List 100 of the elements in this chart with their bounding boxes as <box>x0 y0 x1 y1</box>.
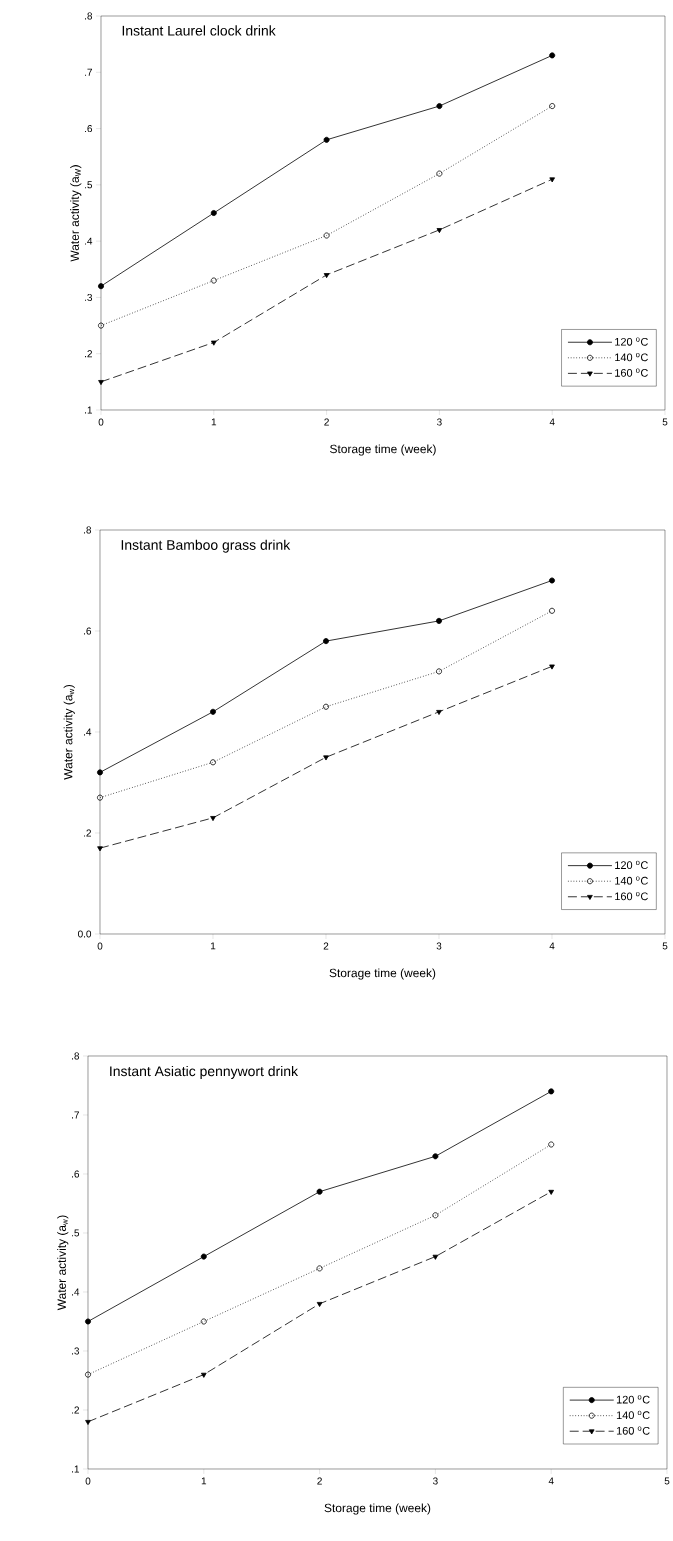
point <box>548 577 555 584</box>
x-tick-label: 2 <box>324 418 329 426</box>
point <box>436 170 443 177</box>
point <box>549 52 556 59</box>
point <box>85 1419 91 1425</box>
point <box>210 210 217 216</box>
y-tick-label: .8 <box>85 12 93 20</box>
y-tick-label: .6 <box>85 125 93 133</box>
point <box>549 664 555 670</box>
x-tick-label: 4 <box>548 1477 554 1485</box>
point <box>209 708 216 715</box>
legend-label: 160 $^{o}$C <box>615 891 648 901</box>
point <box>432 1153 439 1160</box>
x-axis-title: Storage time (week) <box>324 1503 431 1515</box>
point <box>435 617 442 624</box>
y-tick-label: .8 <box>72 1052 80 1060</box>
text: Instant Laurel clock drink <box>122 25 276 36</box>
point <box>548 607 555 614</box>
y-tick-label: .3 <box>85 293 93 301</box>
y-tick-label: .4 <box>72 1288 80 1296</box>
legend-label: 160 $^{o}$C <box>616 1426 650 1435</box>
y-tick-label: .3 <box>72 1347 80 1355</box>
y-tick-label: .7 <box>85 68 92 76</box>
x-tick-label: 3 <box>436 942 442 950</box>
legend-label: 140 $^{o}$C <box>615 876 648 885</box>
y-axis-title: Water activity (a$_{w}$) <box>63 685 75 780</box>
x-tick-label: 4 <box>549 418 555 426</box>
y-tick-label: .2 <box>84 829 91 837</box>
point <box>200 1318 207 1325</box>
legend-label: 120 $^{o}$C <box>615 860 648 870</box>
point <box>96 769 103 776</box>
point <box>548 1141 555 1148</box>
point <box>432 1254 439 1260</box>
x-axis-title: Storage time (week) <box>330 444 436 456</box>
point <box>549 177 555 183</box>
x-tick-label: 4 <box>549 942 555 950</box>
point <box>316 1265 323 1272</box>
y-tick-label: .2 <box>72 1406 79 1414</box>
y-axis-title: Water activity (a$_{W}$) <box>70 165 82 262</box>
point <box>323 232 330 239</box>
point <box>316 1301 323 1307</box>
x-tick-label: 0 <box>85 1477 91 1485</box>
legend-label: 120 $^{o}$C <box>615 337 648 346</box>
point <box>322 703 329 710</box>
point <box>436 710 442 715</box>
point <box>210 816 216 822</box>
x-tick-label: 3 <box>436 418 442 426</box>
point <box>97 283 104 290</box>
y-tick-label: .6 <box>72 1170 80 1178</box>
legend-label: 120 $^{o}$C <box>616 1395 650 1404</box>
point <box>97 846 103 852</box>
legend-label: 160 $^{o}$C <box>615 368 648 377</box>
point <box>98 380 104 386</box>
point <box>97 322 104 329</box>
y-tick-label: .6 <box>84 627 92 635</box>
y-tick-label: .4 <box>85 237 93 245</box>
point <box>323 755 329 761</box>
text: Instant Bamboo grass drink <box>121 539 291 553</box>
x-tick-label: 1 <box>201 1477 207 1485</box>
x-tick-label: 0 <box>97 942 103 950</box>
point <box>435 668 442 675</box>
point <box>432 1212 439 1219</box>
x-tick-label: 1 <box>211 418 217 426</box>
x-tick-label: 5 <box>662 418 668 426</box>
point <box>316 1188 323 1195</box>
x-tick-label: 1 <box>210 942 216 950</box>
y-tick-label: .4 <box>84 728 92 736</box>
x-axis-title: Storage time (week) <box>329 968 436 980</box>
text: Instant Asiatic pennywort drink <box>110 1065 299 1079</box>
point <box>323 136 330 143</box>
x-tick-label: 5 <box>662 942 668 950</box>
y-tick-label: .8 <box>84 526 92 534</box>
y-tick-label: .7 <box>72 1111 79 1119</box>
y-axis-title: Water activity (a$_{w}$) <box>57 1215 69 1311</box>
x-tick-label: 2 <box>323 942 329 950</box>
point <box>548 1088 555 1095</box>
x-tick-label: 0 <box>98 418 104 426</box>
point <box>548 1189 554 1195</box>
point <box>210 277 217 284</box>
point <box>84 1371 91 1378</box>
point <box>96 794 103 801</box>
y-tick-label: .2 <box>85 350 92 358</box>
point <box>323 273 330 279</box>
point <box>322 638 329 645</box>
y-tick-label: .1 <box>85 406 92 414</box>
point <box>84 1318 91 1325</box>
point <box>200 1253 207 1260</box>
point <box>436 103 443 110</box>
legend-label: 140 $^{o}$C <box>616 1410 650 1420</box>
point <box>200 1372 207 1378</box>
x-tick-label: 3 <box>432 1477 438 1485</box>
point <box>209 759 216 766</box>
x-tick-label: 2 <box>317 1477 322 1485</box>
x-tick-label: 5 <box>664 1477 670 1485</box>
point <box>210 340 217 346</box>
y-tick-label: 0.0 <box>77 930 92 938</box>
point <box>549 103 556 110</box>
point <box>436 228 443 234</box>
y-tick-label: .5 <box>85 181 93 189</box>
y-tick-label: .5 <box>72 1229 80 1237</box>
